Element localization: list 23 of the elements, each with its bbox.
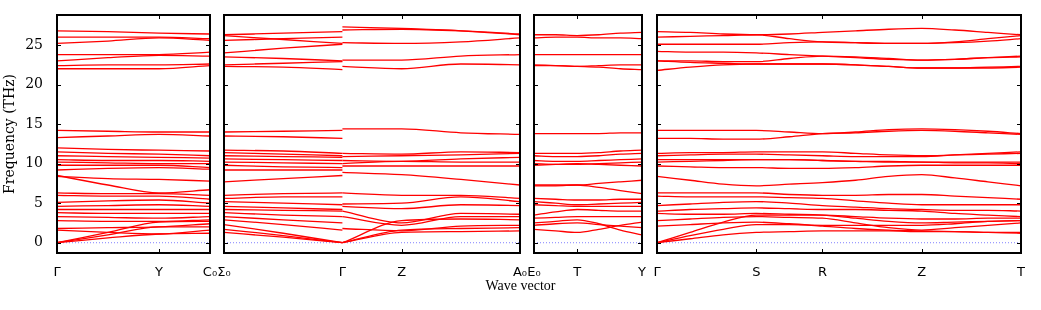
y-tick-label: 25 (25, 35, 43, 52)
y-axis-title: Frequency (THz) (1, 73, 18, 195)
x-tick-label: Γ (338, 264, 347, 280)
x-tick-label: C₀ (202, 264, 218, 280)
x-tick-label: Y (637, 264, 647, 280)
y-tick-label: 0 (34, 233, 43, 250)
x-tick-label: Z (397, 264, 407, 280)
x-tick-label: A₀ (512, 264, 528, 280)
x-tick-label: T (572, 264, 582, 280)
x-tick-label: Γ (653, 264, 662, 280)
y-tick-label: 5 (34, 193, 43, 210)
y-tick-label: 20 (25, 75, 43, 92)
x-tick-label: T (1016, 264, 1026, 280)
x-tick-label: Σ₀ (217, 264, 231, 280)
x-tick-label: Γ (53, 264, 62, 280)
x-tick-label: E₀ (527, 264, 541, 280)
x-axis-title: Wave vector (484, 278, 557, 294)
y-tick-label: 10 (25, 154, 43, 171)
x-tick-label: Y (154, 264, 164, 280)
x-tick-label: S (752, 264, 761, 280)
y-tick-label: 15 (25, 114, 43, 131)
x-tick-label: R (817, 264, 827, 280)
x-tick-label: Z (917, 264, 927, 280)
